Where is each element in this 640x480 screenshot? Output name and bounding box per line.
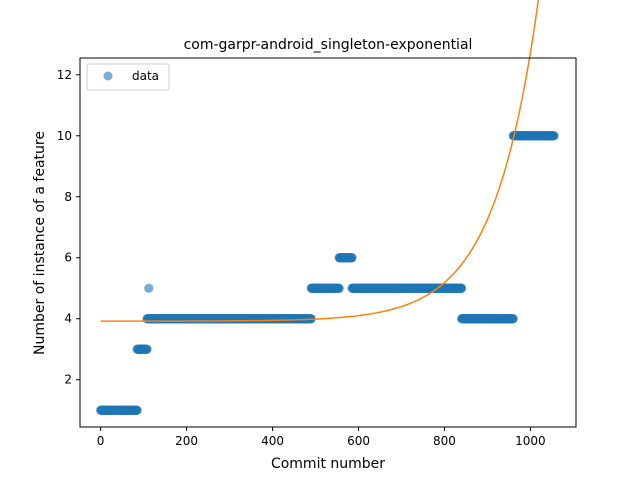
axes: 0 200 400 600 800 1000 2 4 6 8 10 12 [57,57,577,448]
legend: data [86,63,170,91]
y-tick-label: 12 [57,68,72,82]
x-tick-label: 1000 [515,434,546,448]
x-tick-label: 800 [433,434,456,448]
data-point [132,405,142,415]
y-tick-label: 10 [57,129,72,143]
y-tick-label: 4 [64,312,72,326]
y-tick-label: 2 [64,373,72,387]
chart-title: com-garpr-android_singleton-exponential [184,37,473,53]
data-point [334,283,344,293]
data-point [347,253,357,263]
data-point [457,283,467,293]
plot-area [96,0,559,415]
y-tick-label: 8 [64,190,72,204]
legend-entry-data: data [132,69,159,83]
x-tick-label: 400 [261,434,284,448]
y-tick-label: 6 [64,251,72,265]
legend-frame [86,63,170,91]
x-tick-label: 0 [97,434,105,448]
x-axis-label: Commit number [271,456,385,472]
y-axis-label: Number of instance of a feature [32,131,48,355]
x-tick-label: 200 [175,434,198,448]
x-tick-label: 600 [347,434,370,448]
legend-marker-data [103,71,113,81]
data-point [144,283,154,293]
fit-line [100,0,540,322]
data-point [508,314,518,324]
data-point [549,131,559,141]
data-point [142,344,152,354]
axes-frame [79,57,577,428]
